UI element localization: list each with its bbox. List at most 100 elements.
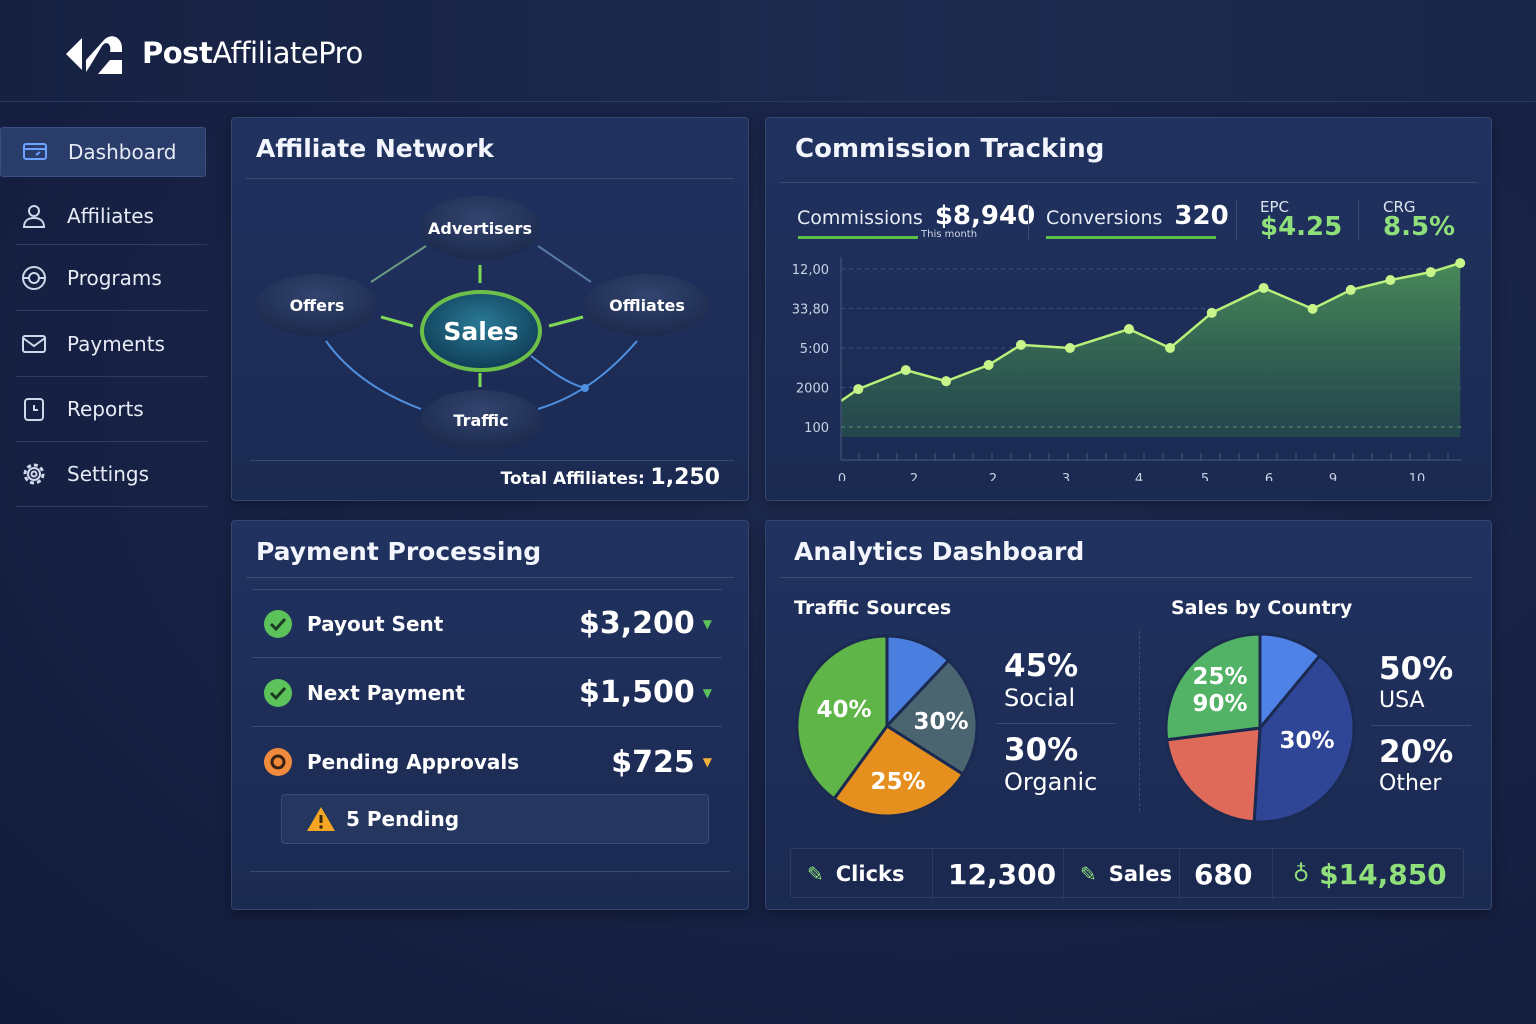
app-header: PostAffiliatePro bbox=[0, 0, 1536, 102]
x-tick-label: 2 bbox=[910, 472, 918, 481]
data-point bbox=[1307, 303, 1318, 314]
connector bbox=[537, 245, 592, 283]
legend-other: 20% Other bbox=[1379, 735, 1453, 799]
programs-icon bbox=[22, 265, 46, 290]
x-tick-label: 0 bbox=[838, 472, 846, 481]
data-point bbox=[1425, 267, 1436, 278]
panel-title: Payment Processing bbox=[256, 537, 542, 566]
connector bbox=[325, 340, 422, 410]
payment-row-payout-sent[interactable]: Payout Sent $3,200 ▼ bbox=[252, 590, 722, 658]
x-tick-label: 9 bbox=[1329, 472, 1337, 481]
y-tick-label: 33,80 bbox=[792, 303, 829, 318]
chart-line bbox=[840, 261, 1461, 402]
total-affiliates-label: Total Affiliates: bbox=[500, 469, 645, 489]
pie-label-line: 90% bbox=[1192, 691, 1247, 717]
pie-slice bbox=[884, 658, 979, 777]
payment-value: $725 bbox=[611, 744, 695, 780]
node-traffic[interactable]: Traffic bbox=[421, 390, 541, 450]
legend-pct: 50% bbox=[1379, 651, 1454, 687]
x-tick-label: 2 bbox=[989, 472, 997, 481]
pie-slice bbox=[832, 723, 966, 818]
sidebar-item-reports[interactable]: Reports bbox=[16, 377, 207, 442]
sales-by-country-pie: 30% 25% 90% bbox=[1164, 632, 1356, 824]
stats-bar: ✎ Clicks 12,300 ✎ Sales 680 ♁ $14,850 bbox=[790, 848, 1465, 899]
payment-row-next-payment[interactable]: Next Payment $1,500 ▼ bbox=[252, 659, 722, 727]
stat-clicks-value: 12,300 bbox=[933, 849, 1064, 899]
kpi-value: $4.25 bbox=[1260, 212, 1343, 242]
caret-down-icon[interactable]: ▼ bbox=[702, 685, 712, 700]
pie-label-line: 25% bbox=[1192, 664, 1247, 690]
data-point bbox=[1124, 324, 1134, 335]
caret-down-icon[interactable]: ▼ bbox=[702, 616, 712, 631]
legend-name: Social bbox=[1004, 684, 1076, 712]
sales-by-country-title: Sales by Country bbox=[1171, 597, 1353, 619]
pie-slice-label: 30% bbox=[1279, 728, 1334, 754]
sidebar-item-dashboard[interactable]: Dashboard bbox=[0, 127, 206, 177]
sidebar-item-settings[interactable]: Settings bbox=[16, 442, 207, 507]
logo-icon bbox=[66, 36, 122, 74]
x-tick-label: 3 bbox=[1062, 472, 1070, 481]
legend-name: USA bbox=[1379, 688, 1425, 713]
sidebar-item-label: Dashboard bbox=[68, 140, 177, 164]
pie-slice-label: 25% 90% bbox=[1192, 664, 1247, 717]
sidebar-item-label: Payments bbox=[67, 331, 165, 356]
node-sales[interactable]: Sales bbox=[420, 290, 542, 372]
panel-title: Affiliate Network bbox=[256, 134, 494, 163]
data-point bbox=[1206, 307, 1217, 318]
payment-value: $3,200 bbox=[578, 606, 695, 641]
node-affiliates[interactable]: Offliates bbox=[585, 274, 709, 336]
pie-slice-label: 30% bbox=[913, 709, 968, 735]
payment-row-pending-approvals[interactable]: Pending Approvals $725 ▼ bbox=[252, 728, 722, 796]
connector bbox=[530, 355, 586, 389]
panel-title: Commission Tracking bbox=[795, 134, 1105, 164]
pie-label-line: 25% bbox=[870, 769, 925, 795]
legend-name: Other bbox=[1379, 771, 1442, 796]
kpi-label: Conversions bbox=[1046, 207, 1163, 229]
pending-count: 5 Pending bbox=[346, 807, 460, 831]
user-icon bbox=[22, 204, 46, 228]
legend-pct: 20% bbox=[1379, 734, 1454, 770]
node-label: Sales bbox=[443, 317, 518, 346]
data-point bbox=[1258, 282, 1269, 293]
stat-revenue: ♁ $14,850 bbox=[1273, 849, 1465, 899]
pie-slice bbox=[1252, 653, 1356, 824]
panel-title: Analytics Dashboard bbox=[794, 537, 1085, 566]
commission-tracking-panel: Commission Tracking Commissions $8,940 T… bbox=[765, 117, 1492, 501]
pie-slice bbox=[795, 634, 889, 801]
data-point bbox=[983, 359, 994, 370]
analytics-dashboard-panel: Analytics Dashboard Traffic Sources Sale… bbox=[765, 520, 1492, 910]
envelope-icon bbox=[22, 334, 46, 353]
data-point bbox=[853, 384, 864, 395]
legend-organic: 30% Organic bbox=[1004, 733, 1097, 797]
kpi-value: 320 bbox=[1174, 201, 1229, 231]
sidebar-item-affiliates[interactable]: Affiliates bbox=[16, 187, 207, 245]
sidebar-item-programs[interactable]: Programs bbox=[16, 245, 207, 311]
kpi-conversions: Conversions 320 bbox=[1046, 201, 1229, 231]
payment-label: Next Payment bbox=[307, 680, 465, 705]
pending-notice[interactable]: 5 Pending bbox=[281, 794, 709, 844]
node-advertisers[interactable]: Advertisers bbox=[420, 196, 540, 260]
network-diagram: Advertisers Offers Offliates Traffic Sal… bbox=[257, 196, 709, 450]
x-tick-label: 4 bbox=[1135, 472, 1143, 481]
legend-usa: 50% USA bbox=[1379, 652, 1453, 716]
node-offers[interactable]: Offers bbox=[257, 274, 377, 336]
data-point bbox=[1345, 284, 1356, 295]
pie-label-line: 30% bbox=[913, 709, 968, 735]
stat-revenue-value: $14,850 bbox=[1319, 857, 1447, 891]
report-icon bbox=[24, 398, 44, 421]
connector bbox=[370, 245, 427, 283]
money-bag-icon: ♁ bbox=[1293, 861, 1310, 887]
warning-icon bbox=[307, 807, 335, 831]
sidebar-item-payments[interactable]: Payments bbox=[16, 311, 207, 377]
arrow bbox=[380, 265, 584, 387]
connector bbox=[537, 340, 638, 410]
stat-sales-value: 680 bbox=[1180, 849, 1273, 899]
caret-down-icon[interactable]: ▼ bbox=[702, 755, 712, 769]
stat-label: Clicks bbox=[835, 862, 905, 886]
sidebar-item-label: Programs bbox=[67, 265, 162, 290]
pending-circle-icon bbox=[264, 748, 292, 776]
data-point bbox=[1016, 339, 1026, 350]
data-point bbox=[1064, 343, 1075, 353]
data-point bbox=[1385, 275, 1396, 286]
data-point bbox=[941, 376, 952, 387]
